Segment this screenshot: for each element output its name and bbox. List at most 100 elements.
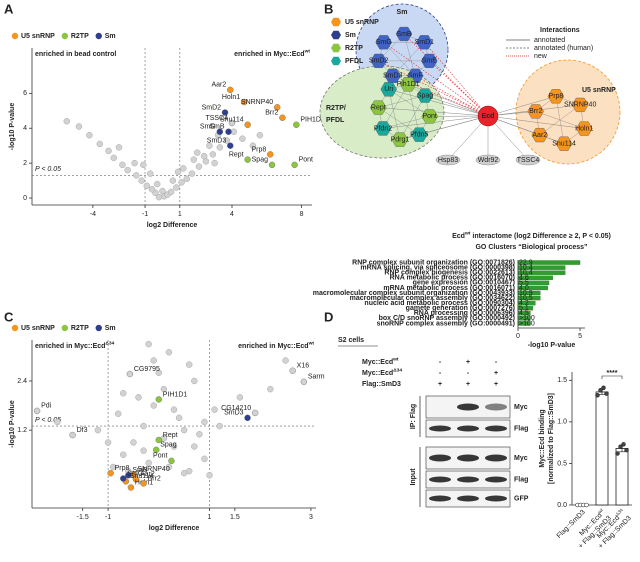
point — [96, 140, 104, 148]
point-label: CG14210 — [221, 405, 251, 412]
y-tick-label: 1.0 — [557, 419, 567, 426]
band — [457, 495, 479, 502]
node — [375, 35, 392, 50]
point — [251, 409, 259, 417]
point — [191, 443, 198, 450]
band — [429, 454, 451, 462]
row-label: Flag::SmD3 — [362, 381, 401, 388]
point — [201, 418, 208, 426]
point — [148, 186, 156, 193]
point — [200, 152, 208, 160]
point — [125, 472, 132, 479]
category-label: snoRNP complex assembly (GO:0000491) — [377, 320, 515, 327]
node — [416, 35, 433, 50]
panel-label: A — [4, 1, 14, 16]
point — [178, 179, 185, 186]
group-title: Sm — [397, 9, 408, 16]
point — [291, 161, 298, 169]
point — [180, 469, 188, 477]
legend-marker — [11, 32, 19, 40]
bar-text: 10.9 — [519, 290, 533, 297]
point — [190, 156, 197, 163]
point — [293, 121, 300, 128]
point — [183, 175, 190, 183]
y-tick-label: 1.2 — [17, 427, 27, 434]
sign: - — [495, 359, 498, 366]
x-axis-label: -log10 P-value — [528, 342, 576, 349]
node — [571, 97, 589, 112]
group-title: R2TP/ — [326, 105, 346, 112]
node — [370, 53, 387, 68]
y-axis-label: [normalized to Flag::SmD3] — [548, 393, 555, 484]
node-label: SmD3 — [383, 73, 403, 80]
annotation-text: enriched in Myc::Ecd — [35, 343, 105, 350]
x-tick-label: 1.5 — [230, 514, 240, 521]
point — [153, 446, 160, 454]
legend-title: Interactions — [540, 27, 580, 34]
replicate-point — [621, 442, 626, 447]
node-label: Brr2 — [529, 108, 542, 115]
point — [223, 137, 230, 144]
annotation-sup: Δ34 — [105, 341, 114, 347]
point — [201, 455, 208, 463]
point — [167, 188, 175, 196]
point-label: Snu114 — [220, 117, 244, 124]
annotation-sup: wt — [308, 341, 315, 347]
point-label: SmD2 — [202, 104, 222, 111]
x-tick-label: 1 — [208, 514, 212, 521]
x-tick-label: -1.5 — [77, 514, 89, 521]
point — [267, 151, 274, 158]
node-label: Pdrg1 — [391, 136, 410, 143]
node — [370, 100, 387, 115]
point — [150, 357, 157, 364]
band-label: Myc — [514, 404, 528, 411]
point — [104, 439, 112, 446]
point — [186, 361, 193, 368]
sign: - — [467, 370, 470, 377]
hub-label: Ecd — [482, 113, 495, 120]
node — [515, 154, 541, 166]
point — [216, 128, 224, 135]
y-axis-label: Myc::Ecd binding — [539, 409, 546, 467]
y-tick-label: 0.0 — [557, 502, 567, 509]
bar-text: 4.0 — [519, 285, 529, 292]
row-label-text: Flag::SmD3 — [362, 381, 401, 388]
point — [175, 414, 183, 422]
replicate-point — [601, 385, 606, 391]
point-label: Pdi — [41, 403, 52, 410]
point — [120, 475, 127, 482]
category-label: gamete generation (GO:0007276) — [406, 305, 515, 312]
chart-title: Ecdwt interactome (log2 Difference ≥ 2, P… — [452, 231, 611, 240]
point-label: SNRNP40 — [137, 466, 169, 473]
threshold-label: P < 0.05 — [35, 166, 61, 173]
edge — [378, 107, 420, 135]
band-label: Flag — [514, 425, 528, 432]
band-label: Myc — [514, 455, 528, 462]
legend-label: U5 snRNP — [21, 33, 55, 40]
category-label: RNP complex biogenesis (GO:0022613) — [384, 270, 515, 277]
point — [140, 161, 147, 169]
point — [140, 447, 147, 454]
edge — [378, 95, 426, 108]
legend-label: Sm — [345, 32, 356, 39]
bar — [615, 448, 629, 506]
legend-label: Sm — [105, 33, 116, 40]
point — [160, 385, 168, 393]
point-label: Spag — [160, 442, 176, 449]
x-tick-label-sup: Δ34 — [615, 507, 625, 517]
point — [94, 426, 102, 434]
node-label: SmD2 — [369, 58, 389, 65]
replicate-point — [618, 444, 623, 450]
chart-title-text: Ecd — [452, 233, 465, 240]
bar-text: 4.5 — [519, 310, 529, 317]
x-tick-label: -4 — [90, 211, 96, 218]
node-label: SmG — [376, 39, 392, 46]
x-tick-label: 8 — [300, 211, 304, 218]
legend-marker — [95, 324, 102, 332]
panel-label: D — [324, 309, 333, 324]
band — [485, 495, 507, 502]
significance-bracket — [601, 375, 623, 379]
point — [165, 349, 173, 356]
node-label: SmE — [422, 58, 438, 65]
replicate-point — [604, 391, 609, 396]
